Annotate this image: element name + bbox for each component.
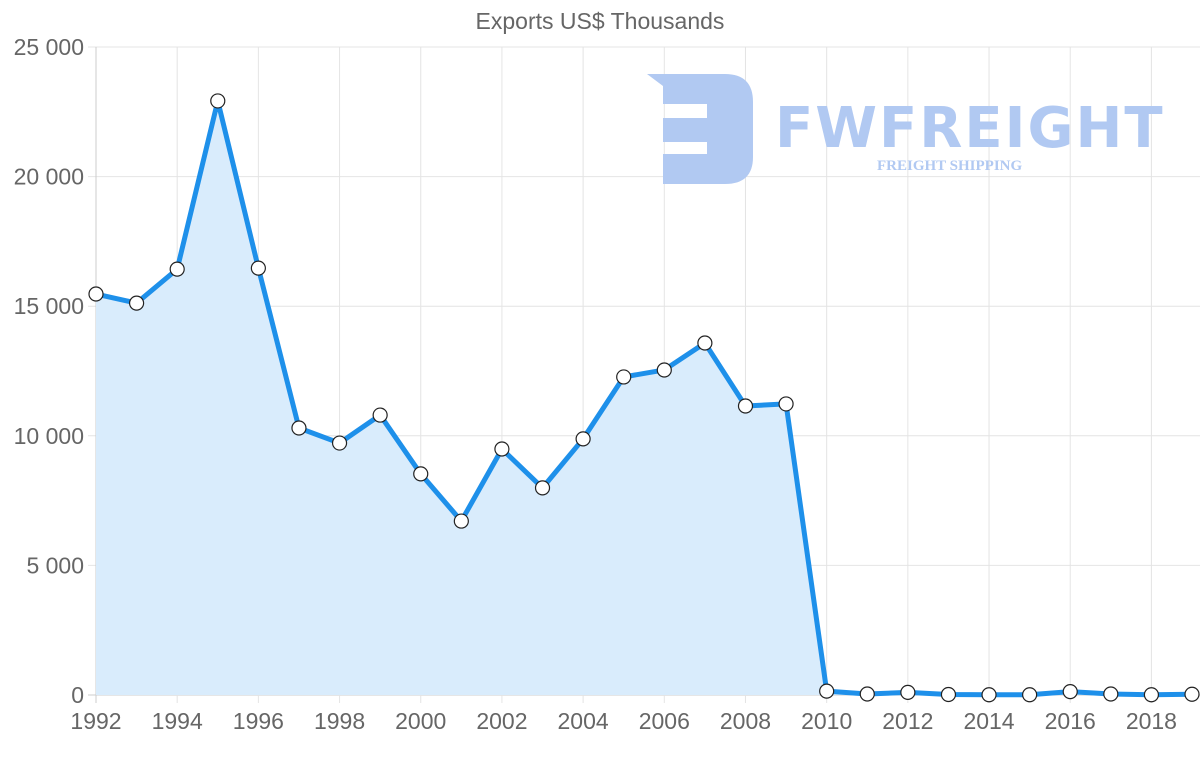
data-point[interactable] [900,684,916,701]
y-axis-ticks: 0 5 000 10 000 15 000 20 000 25 000 [14,34,84,708]
y-tick-label: 0 [71,682,84,708]
data-point[interactable] [656,362,672,378]
data-point[interactable] [1103,686,1119,702]
area-fill [96,100,1192,696]
data-point[interactable] [575,431,591,447]
data-point[interactable] [737,398,754,414]
data-point[interactable] [250,260,266,276]
x-tick-label: 2018 [1126,708,1177,734]
data-point[interactable] [494,441,510,457]
x-tick-label: 2016 [1045,708,1096,734]
data-point[interactable] [88,286,104,302]
x-tick-label: 2008 [720,708,771,734]
data-point[interactable] [331,435,348,451]
y-tick-label: 10 000 [14,423,84,449]
data-point[interactable] [291,420,307,436]
data-point[interactable] [169,261,185,277]
x-tick-label: 2012 [882,708,933,734]
x-tick-label: 1994 [152,708,203,734]
x-tick-label: 2014 [963,708,1014,734]
data-point[interactable] [697,335,713,351]
data-point[interactable] [372,407,388,423]
x-tick-label: 2002 [476,708,527,734]
data-point[interactable] [859,686,875,702]
y-tick-label: 15 000 [14,293,84,319]
data-point[interactable] [819,683,835,699]
x-tick-label: 1992 [70,708,121,734]
data-point[interactable] [453,513,469,529]
x-tick-label: 2006 [639,708,690,734]
data-point[interactable] [1184,686,1200,702]
y-tick-label: 25 000 [14,34,84,60]
data-point[interactable] [1062,684,1078,700]
chart-title: Exports US$ Thousands [475,8,725,34]
data-point[interactable] [1143,687,1160,703]
data-line [95,98,1193,698]
x-tick-label: 2000 [395,708,446,734]
data-point[interactable] [534,480,551,496]
data-point[interactable] [210,93,226,109]
data-point[interactable] [413,466,429,482]
data-point[interactable] [778,396,794,412]
data-point[interactable] [616,369,632,385]
data-point[interactable] [981,687,997,703]
data-points [88,93,1200,703]
x-axis-ticks: 1992 1994 1996 1998 2000 2002 2004 2006 2008 2010… [70,708,1177,734]
data-point[interactable] [940,686,957,703]
y-tick-label: 20 000 [14,164,84,190]
data-point[interactable] [1022,687,1038,703]
x-tick-label: 1998 [314,708,365,734]
x-tick-label: 2010 [801,708,852,734]
x-tick-label: 2004 [558,708,609,734]
data-point[interactable] [128,295,145,311]
x-tick-label: 1996 [233,708,284,734]
y-tick-label: 5 000 [26,552,84,578]
